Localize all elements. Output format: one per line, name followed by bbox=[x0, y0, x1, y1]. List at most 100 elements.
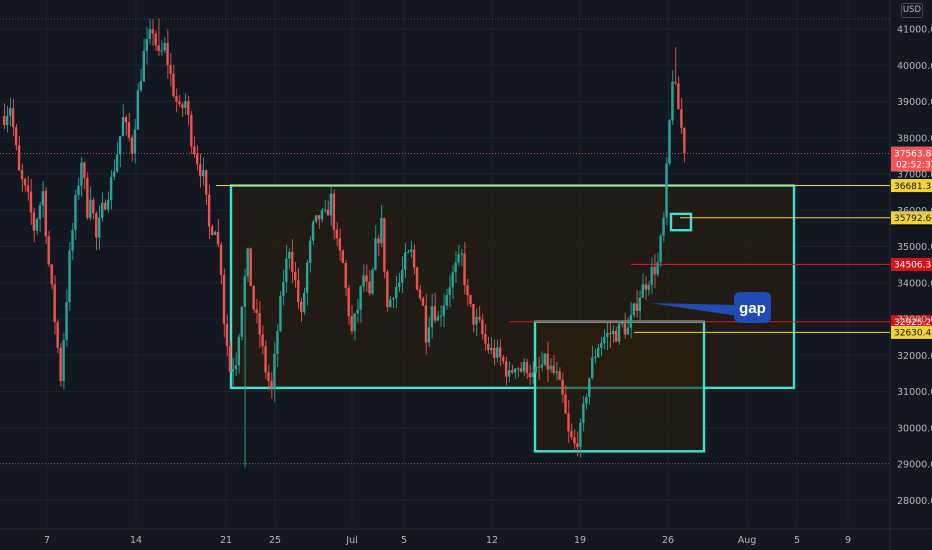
candle-body bbox=[127, 122, 131, 138]
candle-body bbox=[341, 250, 344, 263]
candle-body bbox=[163, 43, 166, 51]
candle-body bbox=[62, 340, 65, 381]
y-tick-label: 28000.00 bbox=[897, 496, 932, 507]
candle-body bbox=[338, 238, 342, 251]
price-axis[interactable]: 41000.00 40000.00 39000.00 38000.00 37000.00… bbox=[897, 25, 932, 507]
level-badge bbox=[891, 211, 932, 225]
candle-body bbox=[288, 251, 291, 259]
candle-body bbox=[647, 284, 650, 290]
candle-body bbox=[249, 248, 252, 287]
gap-callout: gap bbox=[650, 292, 771, 323]
candle-body bbox=[605, 333, 609, 338]
candle-body bbox=[276, 330, 279, 354]
candle-body bbox=[264, 346, 267, 373]
candle-body bbox=[285, 258, 288, 282]
candle-body bbox=[279, 295, 282, 331]
candle-body bbox=[501, 357, 505, 362]
candle-body bbox=[558, 371, 561, 380]
candle-body bbox=[635, 303, 639, 312]
candle-body bbox=[638, 297, 641, 312]
candle-body bbox=[3, 116, 6, 126]
candle-body bbox=[56, 321, 59, 348]
level-badge-label: 34506.35 bbox=[894, 261, 932, 271]
candle-body bbox=[644, 284, 647, 290]
candle-body bbox=[599, 343, 603, 348]
candle-body bbox=[59, 347, 62, 381]
candle-body bbox=[41, 191, 45, 206]
candle-body bbox=[537, 366, 540, 368]
candle-body bbox=[469, 295, 472, 304]
x-tick-label: Jul bbox=[345, 535, 357, 546]
candlesticks bbox=[3, 18, 686, 468]
candle-body bbox=[133, 129, 137, 154]
candle-body bbox=[300, 301, 303, 313]
candle-body bbox=[255, 309, 258, 314]
candle-body bbox=[103, 202, 107, 210]
candle-body bbox=[415, 267, 419, 290]
x-tick-label: 19 bbox=[574, 535, 586, 546]
candle-body bbox=[504, 361, 508, 377]
candle-body bbox=[166, 43, 169, 66]
candle-body bbox=[187, 101, 190, 115]
candle-body bbox=[448, 287, 451, 296]
candle-body bbox=[314, 215, 318, 222]
candle-body bbox=[148, 29, 151, 39]
gap-label: gap bbox=[739, 300, 766, 317]
level-badge-label: 35792.60 bbox=[894, 214, 932, 224]
x-tick-label: 5 bbox=[401, 535, 407, 546]
candle-body bbox=[430, 306, 434, 328]
level-badge bbox=[891, 179, 932, 193]
candle-body bbox=[196, 154, 199, 165]
candle-body bbox=[92, 199, 95, 214]
time-axis[interactable]: 7 14 21 25 Jul 5 12 19 26 Aug 5 9 bbox=[44, 535, 851, 546]
y-tick-label: 40000.00 bbox=[897, 61, 932, 72]
candle-body bbox=[665, 163, 668, 218]
candle-body bbox=[320, 210, 324, 220]
candle-body bbox=[513, 368, 517, 373]
candle-body bbox=[86, 178, 89, 218]
candle-body bbox=[17, 145, 21, 171]
candle-body bbox=[445, 295, 448, 306]
candle-body bbox=[683, 127, 686, 154]
x-tick-label: 5 bbox=[794, 535, 800, 546]
candle-body bbox=[225, 323, 229, 346]
candle-body bbox=[463, 253, 466, 286]
candle-body bbox=[8, 108, 12, 116]
candle-body bbox=[106, 199, 110, 210]
candle-body bbox=[246, 248, 249, 277]
candle-body bbox=[291, 251, 294, 272]
x-tick-label: 21 bbox=[220, 535, 232, 546]
level-badge-label: 32925.21 bbox=[894, 318, 932, 328]
y-tick-label: 32000.00 bbox=[897, 351, 932, 362]
candle-body bbox=[567, 413, 570, 432]
candle-body bbox=[365, 275, 368, 282]
candle-body bbox=[267, 372, 270, 381]
candle-body bbox=[118, 136, 122, 155]
candle-body bbox=[436, 316, 440, 321]
candle-body bbox=[222, 274, 226, 324]
candle-body bbox=[193, 146, 196, 155]
candle-body bbox=[124, 117, 128, 123]
candle-body bbox=[216, 231, 220, 245]
y-tick-label: 34000.00 bbox=[897, 278, 932, 289]
candle-body bbox=[555, 371, 558, 373]
candle-body bbox=[243, 276, 246, 307]
y-tick-label: 36000.00 bbox=[897, 206, 932, 217]
candle-body bbox=[371, 269, 374, 294]
candle-body bbox=[490, 347, 493, 351]
candle-body bbox=[344, 262, 347, 288]
candle-body bbox=[395, 286, 398, 299]
x-tick-label: 7 bbox=[44, 535, 50, 546]
candle-body bbox=[380, 218, 383, 244]
currency-label[interactable]: USD bbox=[901, 3, 923, 18]
last-price-label: 37563.84 bbox=[894, 150, 932, 160]
candle-body bbox=[109, 176, 113, 200]
candle-body bbox=[478, 316, 481, 320]
level-badge bbox=[891, 257, 932, 271]
candle-body bbox=[178, 101, 181, 105]
candle-body bbox=[98, 217, 101, 238]
candle-body bbox=[44, 191, 47, 237]
candle-body bbox=[311, 221, 315, 241]
candle-body bbox=[611, 330, 615, 335]
